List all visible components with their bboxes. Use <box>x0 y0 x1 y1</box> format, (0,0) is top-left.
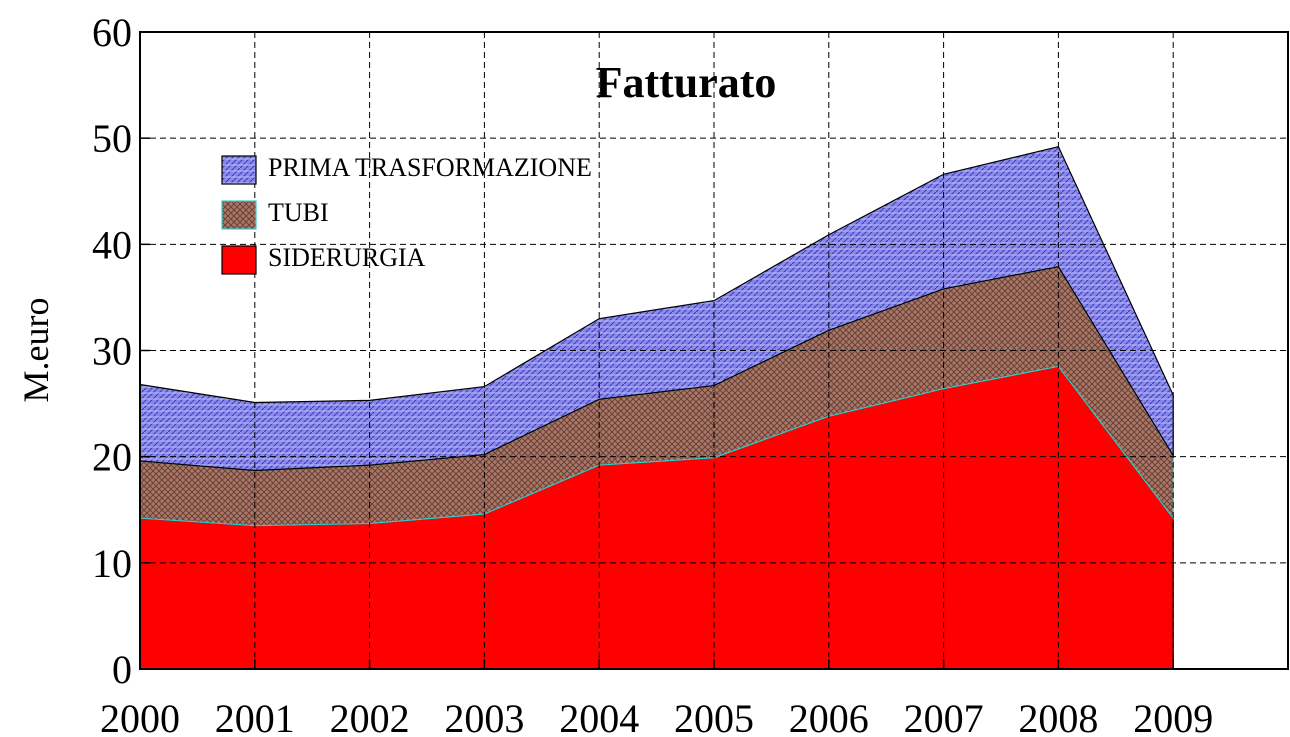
legend-label: PRIMA TRASFORMAZIONE <box>268 153 592 182</box>
x-tick-label: 2001 <box>215 696 295 737</box>
y-tick-label: 0 <box>112 647 132 692</box>
chart-title: Fatturato <box>596 58 777 107</box>
legend-label: TUBI <box>268 198 329 227</box>
x-tick-label: 2003 <box>444 696 524 737</box>
x-tick-label: 2000 <box>100 696 180 737</box>
legend-swatch <box>221 155 257 185</box>
x-tick-label: 2002 <box>330 696 410 737</box>
legend-swatch <box>221 200 257 230</box>
y-tick-label: 20 <box>92 435 132 480</box>
x-tick-label: 2008 <box>1018 696 1098 737</box>
x-tick-label: 2007 <box>904 696 984 737</box>
x-tick-label: 2004 <box>559 696 639 737</box>
y-axis-label: M.euro <box>16 298 56 403</box>
plot-frame <box>139 31 1289 670</box>
x-tick-label: 2009 <box>1133 696 1213 737</box>
y-tick-label: 10 <box>92 541 132 586</box>
legend-swatch <box>221 245 257 275</box>
plot-area <box>139 145 1174 670</box>
x-tick-label: 2006 <box>789 696 869 737</box>
y-tick-label: 60 <box>92 10 132 55</box>
x-tick-label: 2005 <box>674 696 754 737</box>
y-tick-label: 50 <box>92 116 132 161</box>
y-tick-label: 40 <box>92 222 132 267</box>
y-tick-label: 30 <box>92 329 132 374</box>
legend-label: SIDERURGIA <box>268 243 426 272</box>
